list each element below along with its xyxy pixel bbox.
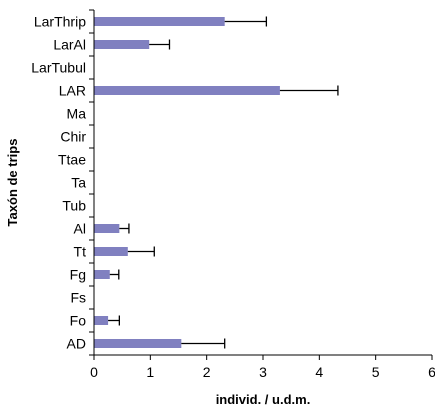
bar-LAR	[94, 86, 280, 95]
bar-LarAl	[94, 40, 150, 49]
y-tick-label: Fo	[70, 313, 87, 329]
x-tick-label: 1	[146, 364, 154, 380]
bar-AD	[94, 339, 182, 348]
x-tick-label: 2	[203, 364, 211, 380]
ticks-layer	[89, 9, 433, 360]
x-tick-label: 6	[428, 364, 435, 380]
x-tick-label: 3	[259, 364, 267, 380]
labels-layer: LarThrip LarAl LarTubul LAR Ma Chir Ttae Ta Tub A…	[31, 14, 435, 381]
bar-Al	[94, 224, 120, 233]
y-tick-label: Ma	[67, 106, 87, 122]
axes-layer	[93, 10, 432, 356]
y-tick-label: Ta	[71, 175, 86, 191]
x-axis-title: individ. / u.d.m.	[216, 392, 311, 407]
y-tick-label: Ttae	[58, 152, 86, 168]
bar-Tt	[94, 247, 128, 256]
y-tick-label: Tt	[74, 244, 87, 260]
y-tick-label: Chir	[60, 129, 86, 145]
y-tick-label: AD	[67, 336, 86, 352]
error-bars-layer	[108, 16, 339, 349]
y-tick-label: LarAl	[53, 37, 86, 53]
bar-Fo	[94, 316, 109, 325]
bar-LarThrip	[94, 17, 225, 26]
x-tick-label: 0	[90, 364, 98, 380]
y-tick-label: Fs	[70, 290, 86, 306]
y-axis-title: Taxón de trips	[5, 139, 20, 227]
y-tick-label: Tub	[62, 198, 86, 214]
y-tick-label: LarTubul	[31, 60, 86, 76]
x-tick-label: 4	[315, 364, 323, 380]
bars-layer	[94, 17, 280, 348]
y-tick-label: Fg	[70, 267, 86, 283]
x-tick-label: 5	[372, 364, 380, 380]
bar-Fg	[94, 270, 110, 279]
y-tick-label: LarThrip	[34, 14, 86, 30]
y-tick-label: LAR	[59, 83, 86, 99]
y-tick-label: Al	[74, 221, 86, 237]
